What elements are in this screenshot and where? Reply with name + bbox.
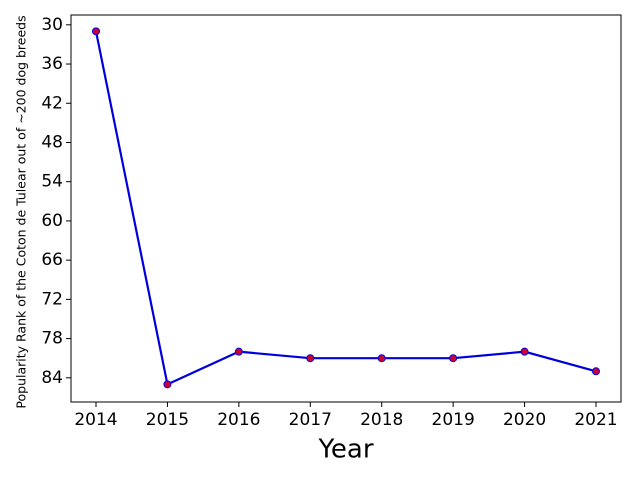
- point: [92, 27, 100, 36]
- x-tick-label: 2019: [432, 410, 475, 430]
- y-tick-label: 54: [41, 172, 63, 192]
- point: [449, 354, 458, 363]
- point: [306, 354, 315, 363]
- plot-frame: [70, 14, 622, 403]
- line: [94, 31, 597, 386]
- y-tick-label: 78: [41, 329, 63, 349]
- x-tick-label: 2020: [503, 410, 546, 430]
- point: [234, 347, 243, 356]
- point: [520, 347, 529, 356]
- y-tick-label: 84: [41, 368, 63, 388]
- x-tick-label: 2014: [74, 410, 117, 430]
- y-tick-label: 72: [41, 289, 63, 309]
- point: [377, 354, 386, 363]
- x-tick-label: 2018: [360, 410, 403, 430]
- y-tick-label: 60: [41, 211, 63, 231]
- y-tick-label: 48: [41, 132, 63, 152]
- x-tick-label: 2017: [289, 410, 332, 430]
- x-axis-label: Year: [317, 435, 373, 465]
- point: [592, 367, 600, 376]
- point: [163, 380, 172, 389]
- y-axis-label: Popularity Rank of the Coton de Tulear o…: [14, 15, 29, 408]
- x-tick-label: 2021: [574, 410, 617, 430]
- y-tick-label: 36: [41, 54, 63, 74]
- x-tick-label: 2015: [146, 410, 189, 430]
- y-tick-label: 30: [41, 15, 63, 35]
- x-tick-label: 2016: [217, 410, 260, 430]
- y-tick-label: 42: [41, 93, 63, 113]
- y-tick-label: 66: [41, 250, 63, 270]
